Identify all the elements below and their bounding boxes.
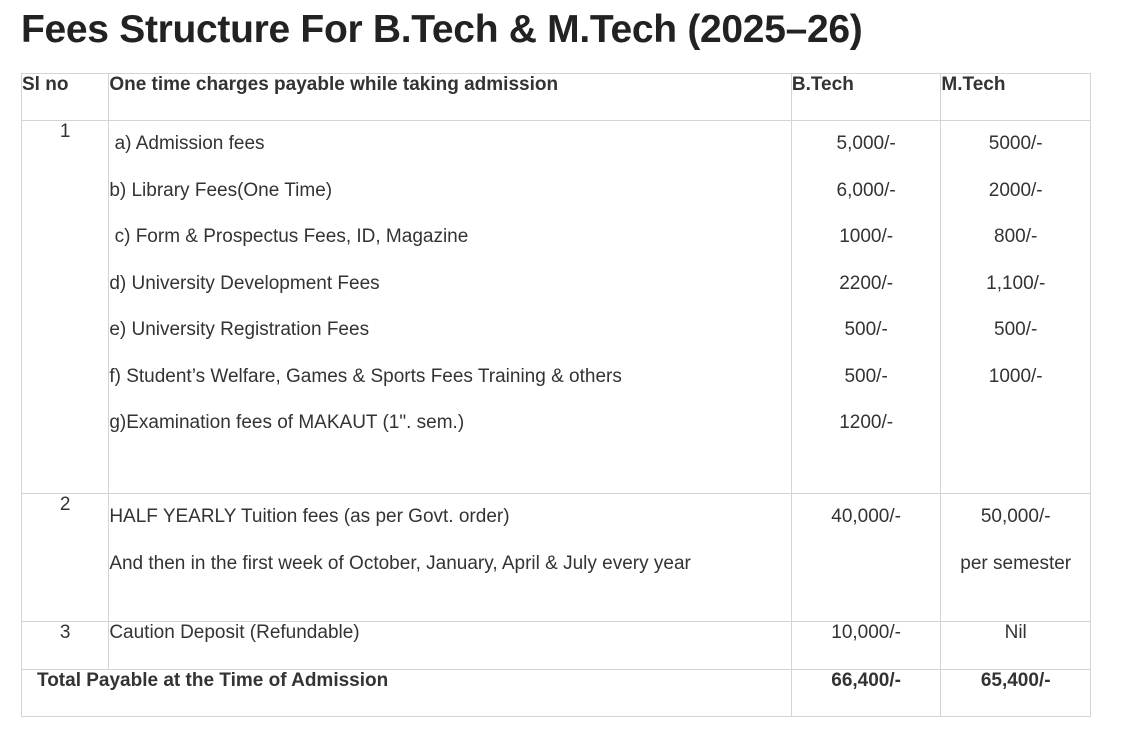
total-row: Total Payable at the Time of Admission 6… [21, 669, 1091, 717]
table-row: 2 HALF YEARLY Tuition fees (as per Govt.… [20, 493, 1091, 622]
charge-label: d) University Development Fees [109, 272, 380, 294]
table-row: 1 a) Admission fees b) Library Fees(One … [20, 120, 1091, 494]
charge-label: c) Form & Prospectus Fees, ID, Magazine [109, 226, 469, 247]
btech-value: 500/- [844, 319, 888, 340]
btech-tuition: 40,000/- [790, 493, 942, 622]
row-sl-no: 2 [20, 493, 110, 622]
mtech-value: 1000/- [988, 365, 1043, 387]
row-sl-no: 1 [20, 120, 110, 494]
one-time-charges-list: a) Admission fees b) Library Fees(One Ti… [108, 120, 792, 494]
mtech-per-semester-note: per semester [960, 552, 1072, 574]
page-title: Fees Structure For B.Tech & M.Tech (2025… [21, 8, 863, 51]
btech-value: 1200/- [839, 412, 894, 433]
btech-value: 6,000/- [836, 179, 896, 201]
btech-value: 10,000/- [790, 621, 942, 670]
header-mtech: M.Tech [940, 73, 1091, 121]
tuition-fees-description: HALF YEARLY Tuition fees (as per Govt. o… [108, 493, 792, 622]
btech-value: 40,000/- [831, 506, 901, 527]
btech-value: 1000/- [839, 226, 894, 247]
btech-total: 66,400/- [790, 669, 942, 717]
table-header-row: Sl no One time charges payable while tak… [20, 73, 1091, 121]
mtech-value: 2000/- [988, 179, 1043, 201]
btech-value: 500/- [844, 365, 888, 387]
mtech-value: 1,100/- [986, 272, 1046, 294]
mtech-total: 65,400/- [940, 669, 1091, 717]
row-sl-no: 3 [20, 621, 110, 670]
mtech-value: 5000/- [988, 133, 1043, 154]
btech-one-time-values: 5,000/- 6,000/- 1000/- 2200/- 500/- 500/… [790, 120, 942, 494]
mtech-value: Nil [940, 621, 1091, 670]
charge-label: g)Examination fees of MAKAUT (1". sem.) [109, 412, 465, 433]
mtech-tuition: 50,000/- per semester [940, 493, 1091, 622]
charge-label: a) Admission fees [109, 133, 265, 154]
total-label: Total Payable at the Time of Admission [21, 669, 792, 717]
mtech-value: 50,000/- [980, 506, 1051, 527]
header-btech: B.Tech [790, 73, 942, 121]
charge-label: f) Student’s Welfare, Games & Sports Fee… [109, 365, 622, 387]
charge-label: e) University Registration Fees [109, 319, 370, 340]
tuition-schedule-note: And then in the first week of October, J… [109, 552, 691, 574]
fees-table: Sl no One time charges payable while tak… [20, 73, 1091, 717]
table-row: 3 Caution Deposit (Refundable) 10,000/- … [20, 621, 1091, 670]
btech-value: 2200/- [839, 272, 894, 294]
mtech-value: 800/- [994, 226, 1038, 247]
btech-value: 5,000/- [836, 133, 896, 154]
mtech-value [941, 400, 1090, 447]
tuition-label: HALF YEARLY Tuition fees (as per Govt. o… [109, 506, 510, 527]
header-charges: One time charges payable while taking ad… [108, 73, 792, 121]
mtech-one-time-values: 5000/- 2000/- 800/- 1,100/- 500/- 1000/- [940, 120, 1091, 494]
header-sl-no: Sl no [20, 73, 110, 121]
mtech-value: 500/- [994, 319, 1038, 340]
caution-deposit-label: Caution Deposit (Refundable) [108, 621, 792, 670]
charge-label: b) Library Fees(One Time) [109, 179, 333, 201]
